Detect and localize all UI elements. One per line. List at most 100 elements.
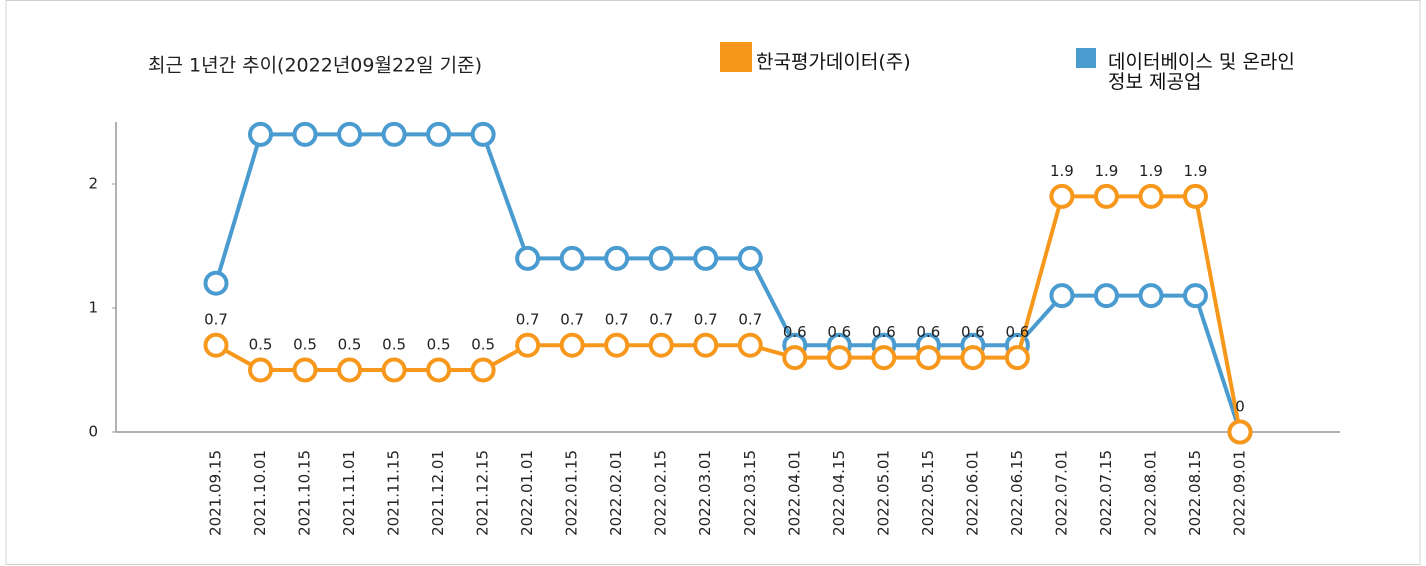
x-tick-label: 2021.12.15 [474,450,492,536]
data-label: 0.7 [738,311,762,329]
data-label: 0.5 [338,336,362,354]
x-tick-label: 2022.02.15 [652,450,670,536]
data-label: 0.6 [783,323,807,341]
data-label: 0.6 [916,323,940,341]
x-tick-label: 2022.08.01 [1141,450,1159,536]
data-label: 0.7 [694,311,718,329]
point-marker [515,332,541,358]
point-marker [1049,283,1075,309]
x-tick-label: 2021.11.01 [340,450,358,536]
point-marker [470,121,496,147]
point-marker [737,332,763,358]
point-marker [292,357,318,383]
point-marker [337,357,363,383]
legend-label: 데이터베이스 및 온라인정보 제공업 [1108,51,1295,93]
point-marker [203,332,229,358]
point-marker [1227,419,1253,445]
point-marker [1093,183,1119,209]
point-marker [604,245,630,271]
data-label: 0.7 [560,311,584,329]
x-tick-label: 2021.10.15 [296,450,314,536]
point-marker [1182,183,1208,209]
x-tick-label: 2022.05.01 [874,450,892,536]
point-marker [737,245,763,271]
x-tick-label: 2022.01.01 [518,450,536,536]
data-label: 0.7 [204,311,228,329]
point-marker [871,345,897,371]
legend-label: 한국평가데이터(주) [756,51,911,73]
data-label: 0.6 [827,323,851,341]
data-label: 0.5 [249,336,273,354]
point-marker [1182,283,1208,309]
point-marker [648,245,674,271]
x-tick-label: 2022.04.01 [785,450,803,536]
data-label: 0.6 [1005,323,1029,341]
data-label: 0.6 [872,323,896,341]
point-marker [648,332,674,358]
data-label: 1.9 [1139,162,1163,180]
point-marker [337,121,363,147]
data-label: 0.7 [516,311,540,329]
point-marker [515,245,541,271]
point-marker [960,345,986,371]
data-label: 1.9 [1095,162,1119,180]
point-marker [426,357,452,383]
x-tick-label: 2022.02.01 [607,450,625,536]
chart-title: 최근 1년간 추이(2022년09월22일 기준) [148,55,482,77]
point-marker [915,345,941,371]
x-tick-label: 2021.09.15 [207,450,225,536]
point-marker [604,332,630,358]
point-marker [1093,283,1119,309]
data-label: 0.5 [382,336,406,354]
point-marker [559,245,585,271]
point-marker [826,345,852,371]
point-marker [470,357,496,383]
point-marker [292,121,318,147]
point-marker [693,332,719,358]
series-line [215,194,1242,433]
y-tick-label: 2 [88,175,98,193]
legend-swatch [720,42,752,72]
point-marker [248,121,274,147]
data-label: 0.5 [471,336,495,354]
series-line [214,132,1242,433]
data-label: 0.5 [427,336,451,354]
point-marker [426,121,452,147]
data-label: 0.5 [293,336,317,354]
x-tick-label: 2021.10.01 [251,450,269,536]
x-tick-label: 2022.06.15 [1008,450,1026,536]
x-tick-label: 2022.09.01 [1231,450,1249,536]
x-tick-label: 2022.01.15 [563,450,581,536]
data-label: 0.6 [961,323,985,341]
data-label: 0.7 [605,311,629,329]
point-marker [1138,183,1164,209]
point-marker [203,270,229,296]
legend-swatch [1076,48,1096,68]
x-tick-label: 2021.12.01 [429,450,447,536]
data-label: 0.7 [649,311,673,329]
point-marker [381,357,407,383]
x-tick-label: 2022.03.15 [741,450,759,536]
y-tick-label: 0 [88,423,98,441]
data-label: 1.9 [1184,162,1208,180]
frame [5,0,1421,565]
point-marker [248,357,274,383]
point-marker [1138,283,1164,309]
data-label: 1.9 [1050,162,1074,180]
x-tick-label: 2022.04.15 [830,450,848,536]
point-marker [559,332,585,358]
x-tick-label: 2022.05.15 [919,450,937,536]
y-tick-label: 1 [88,299,98,317]
point-marker [381,121,407,147]
point-marker [782,345,808,371]
x-tick-label: 2022.07.01 [1052,450,1070,536]
point-marker [693,245,719,271]
point-marker [1049,183,1075,209]
x-tick-label: 2022.03.01 [696,450,714,536]
x-tick-label: 2022.08.15 [1186,450,1204,536]
x-tick-label: 2022.06.01 [963,450,981,536]
data-label: 0 [1235,398,1245,416]
point-marker [1004,345,1030,371]
